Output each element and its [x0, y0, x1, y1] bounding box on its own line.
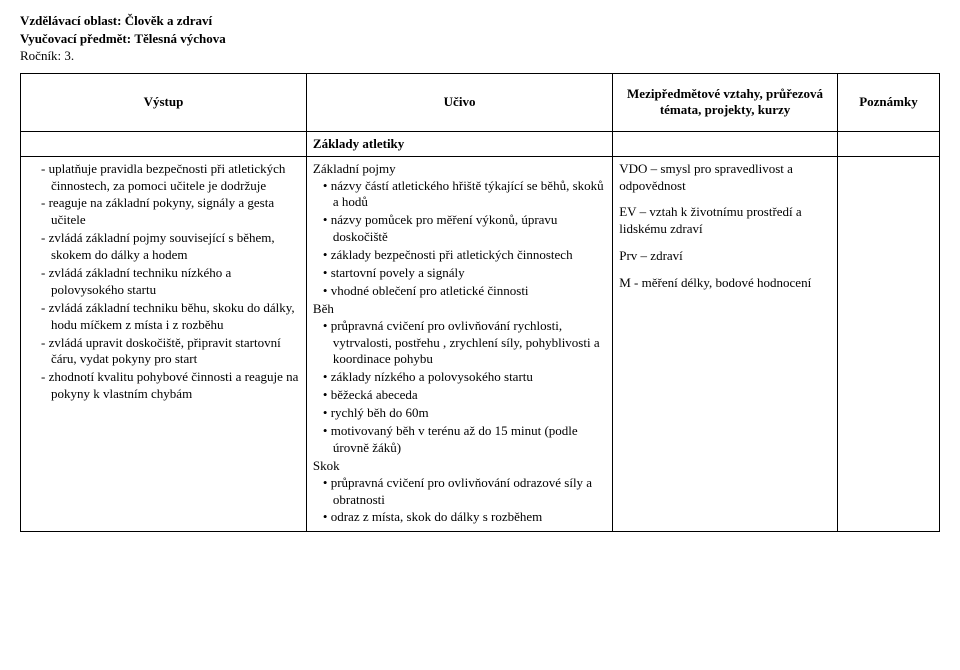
list-item: uplatňuje pravidla bezpečnosti při atlet…	[41, 161, 300, 195]
list-item: rychlý běh do 60m	[323, 405, 606, 422]
relation-line: Prv – zdraví	[619, 248, 831, 265]
list-item: běžecká abeceda	[323, 387, 606, 404]
list-item: vhodné oblečení pro atletické činnosti	[323, 283, 606, 300]
subject-label: Vyučovací předmět:	[20, 31, 131, 46]
section-title: Základy atletiky	[306, 131, 612, 156]
list-item: zvládá základní techniku nízkého a polov…	[41, 265, 300, 299]
list-item: zvládá základní pojmy související s běhe…	[41, 230, 300, 264]
cell-empty	[21, 131, 307, 156]
relation-line: VDO – smysl pro spravedlivost a odpovědn…	[619, 161, 831, 195]
list-item: průpravná cvičení pro ovlivňování rychlo…	[323, 318, 606, 369]
ucivo-subhead: Skok	[313, 458, 606, 475]
vystup-list: uplatňuje pravidla bezpečnosti při atlet…	[27, 161, 300, 403]
ucivo-list: názvy částí atletického hřiště týkající …	[313, 178, 606, 300]
relation-line: M - měření délky, bodové hodnocení	[619, 275, 831, 292]
cell-empty	[613, 131, 838, 156]
cell-vystup: uplatňuje pravidla bezpečnosti při atlet…	[21, 156, 307, 532]
list-item: motivovaný běh v terénu až do 15 minut (…	[323, 423, 606, 457]
ucivo-list: průpravná cvičení pro ovlivňování odrazo…	[313, 475, 606, 527]
list-item: názvy pomůcek pro měření výkonů, úpravu …	[323, 212, 606, 246]
ucivo-subhead: Základní pojmy	[313, 161, 606, 178]
list-item: zvládá upravit doskočiště, připravit sta…	[41, 335, 300, 369]
section-title-row: Základy atletiky	[21, 131, 940, 156]
list-item: základy nízkého a polovysokého startu	[323, 369, 606, 386]
relation-line: EV – vztah k životnímu prostředí a lidsk…	[619, 204, 831, 238]
list-item: základy bezpečnosti při atletických činn…	[323, 247, 606, 264]
cell-ucivo: Základní pojmy názvy částí atletického h…	[306, 156, 612, 532]
area-label: Vzdělávací oblast:	[20, 13, 121, 28]
content-row: uplatňuje pravidla bezpečnosti při atlet…	[21, 156, 940, 532]
col-header-poznamky: Poznámky	[837, 73, 939, 131]
table-header-row: Výstup Učivo Mezipředmětové vztahy, průř…	[21, 73, 940, 131]
list-item: startovní povely a signály	[323, 265, 606, 282]
cell-empty	[837, 131, 939, 156]
document-header: Vzdělávací oblast: Člověk a zdraví Vyučo…	[20, 12, 940, 65]
area-value: Člověk a zdraví	[125, 13, 212, 28]
list-item: zhodnotí kvalitu pohybové činnosti a rea…	[41, 369, 300, 403]
list-item: odraz z místa, skok do dálky s rozběhem	[323, 509, 606, 526]
grade-value: 3.	[64, 48, 74, 63]
ucivo-subhead: Běh	[313, 301, 606, 318]
list-item: reaguje na základní pokyny, signály a ge…	[41, 195, 300, 229]
list-item: zvládá základní techniku běhu, skoku do …	[41, 300, 300, 334]
col-header-ucivo: Učivo	[306, 73, 612, 131]
list-item: názvy částí atletického hřiště týkající …	[323, 178, 606, 212]
col-header-vztahy: Mezipředmětové vztahy, průřezová témata,…	[613, 73, 838, 131]
cell-vztahy: VDO – smysl pro spravedlivost a odpovědn…	[613, 156, 838, 532]
grade-label: Ročník:	[20, 48, 61, 63]
ucivo-list: průpravná cvičení pro ovlivňování rychlo…	[313, 318, 606, 457]
col-header-vystup: Výstup	[21, 73, 307, 131]
curriculum-table: Výstup Učivo Mezipředmětové vztahy, průř…	[20, 73, 940, 533]
cell-poznamky	[837, 156, 939, 532]
list-item: průpravná cvičení pro ovlivňování odrazo…	[323, 475, 606, 509]
subject-value: Tělesná výchova	[134, 31, 225, 46]
